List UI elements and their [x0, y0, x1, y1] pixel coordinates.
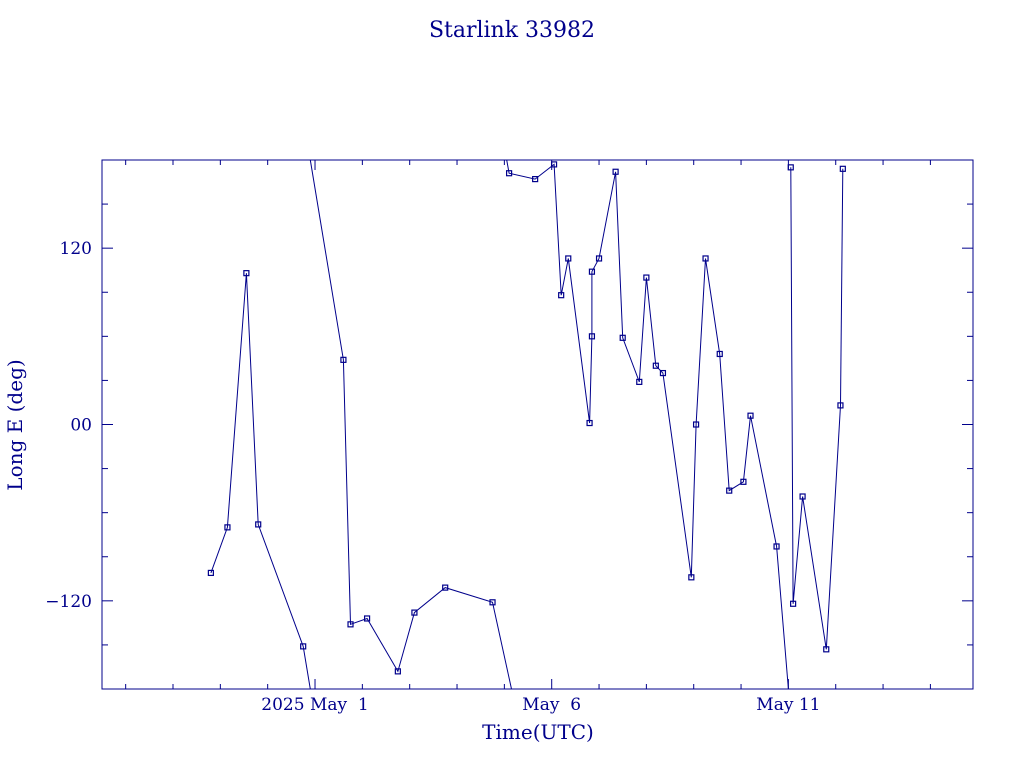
- y-axis-label: Long E (deg): [3, 359, 27, 490]
- x-tick-label: May 6: [522, 695, 581, 715]
- data-point: [787, 164, 794, 171]
- data-point: [692, 421, 700, 428]
- chart-title: Starlink 33982: [429, 18, 595, 43]
- data-point: [505, 170, 513, 177]
- y-tick-label: −120: [45, 592, 92, 612]
- data-point: [790, 600, 797, 607]
- tick-labels: 2025 May 1 May 6 May 11 120 00 −120: [45, 239, 820, 715]
- data-point: [565, 255, 572, 262]
- data-point: [363, 615, 371, 622]
- data-point: [207, 569, 214, 577]
- data-point: [586, 419, 593, 427]
- data-point: [773, 543, 780, 550]
- data-point: [255, 521, 262, 528]
- x-tick-label: May 11: [756, 695, 820, 715]
- data-point: [740, 478, 747, 485]
- data-point: [489, 599, 496, 606]
- x-tick-label: 2025 May 1: [261, 695, 368, 715]
- data-point: [636, 378, 643, 385]
- data-point: [799, 493, 806, 500]
- data-point: [643, 274, 650, 281]
- data-point: [532, 176, 539, 183]
- data-point: [340, 356, 347, 363]
- data-point: [839, 165, 846, 172]
- data-point: [823, 646, 830, 653]
- plot-area: [207, 159, 846, 690]
- data-points: [207, 161, 846, 675]
- data-point: [612, 168, 619, 175]
- data-point: [558, 292, 565, 299]
- data-point: [595, 255, 603, 262]
- axis-ticks: [102, 160, 973, 689]
- data-point: [394, 668, 401, 675]
- data-point: [652, 362, 659, 369]
- data-point: [442, 584, 449, 591]
- data-point: [224, 524, 231, 531]
- data-point: [588, 333, 596, 340]
- series-line: [210, 159, 844, 690]
- data-point: [411, 609, 418, 616]
- data-point: [243, 270, 250, 277]
- data-point: [588, 268, 596, 275]
- data-point: [747, 412, 754, 419]
- data-point: [702, 255, 709, 262]
- data-point: [550, 161, 558, 168]
- data-point: [726, 487, 733, 494]
- data-point: [347, 621, 354, 628]
- data-point: [837, 402, 844, 409]
- data-point: [716, 350, 723, 358]
- data-point: [688, 574, 695, 581]
- data-point: [619, 334, 626, 341]
- data-point: [659, 369, 667, 377]
- data-point: [300, 643, 307, 650]
- x-axis-label: Time(UTC): [482, 720, 594, 744]
- y-tick-label: 120: [60, 239, 92, 259]
- y-tick-label: 00: [70, 416, 92, 436]
